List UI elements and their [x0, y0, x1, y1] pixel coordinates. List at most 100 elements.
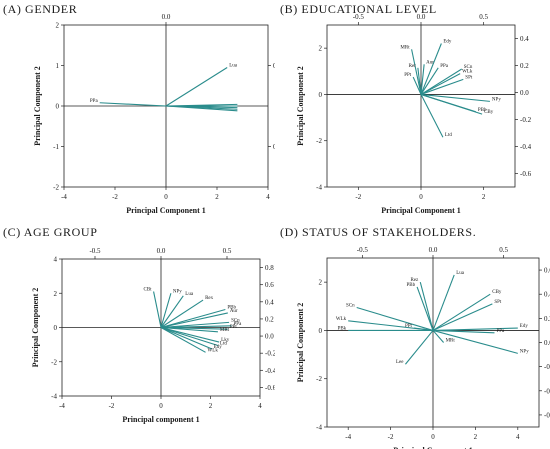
top-tick-label: 0.0 — [162, 13, 171, 21]
panel-gender: (A) GENDER -4 -2 0 2 4 -2 -1 0 1 2 0.0 0 0 Principal … — [0, 0, 275, 224]
top-tick-label: -0.5 — [89, 247, 101, 255]
loading-label: Lua — [229, 64, 238, 69]
top-tick-label: 0.0 — [417, 13, 426, 21]
x-tick-label: -4 — [59, 402, 65, 410]
loading-vector — [432, 327, 518, 331]
loading-label: SPt — [465, 75, 473, 80]
y-tick-label: -1 — [53, 143, 59, 151]
y-tick-label: 2 — [319, 45, 323, 53]
panel-educational-level: (B) EDUCATIONAL LEVEL -2 0 2 -4 -2 0 2 -0.5 0.0 0… — [275, 0, 550, 224]
loading-vector — [417, 67, 422, 95]
right-tick-label: 0.4 — [544, 291, 550, 299]
loading-label: Edy — [443, 40, 452, 45]
right-tick-label: -0.6 — [520, 170, 532, 178]
loading-vector — [419, 282, 434, 331]
x-tick-label: 0 — [419, 193, 423, 201]
loading-vector — [432, 329, 518, 354]
loading-label: WLk — [336, 317, 347, 322]
loading-label: Ltd — [220, 341, 227, 346]
right-tick-label: -0.4 — [520, 143, 532, 151]
right-tick-label: 0 — [273, 62, 275, 70]
y-tick-label: -4 — [316, 184, 322, 192]
y-tick-label: -4 — [51, 393, 57, 401]
loading-label: SCn — [464, 65, 473, 70]
right-tick-label: -0.2 — [520, 116, 532, 124]
loading-vector — [432, 329, 495, 334]
loading-vector — [160, 293, 172, 328]
x-tick-label: -2 — [112, 193, 118, 201]
x-tick-label: -2 — [388, 433, 394, 441]
loading-vector — [165, 67, 228, 107]
right-tick-label: -0.2 — [265, 350, 275, 358]
loading-label: WLk — [462, 70, 473, 75]
right-tick-label: -0.2 — [544, 363, 550, 371]
x-axis-label: Principal component 1 — [122, 415, 199, 424]
y-tick-label: 0 — [54, 324, 58, 332]
loading-vector — [420, 93, 483, 115]
loading-label: PPa — [440, 64, 449, 69]
loading-label: PPt — [230, 325, 238, 330]
loading-label: Aur — [230, 309, 238, 314]
loading-vector — [420, 73, 461, 95]
loading-vector — [160, 326, 212, 350]
right-tick-label: 0 — [273, 143, 275, 151]
loading-label: PPa — [234, 322, 243, 327]
loading-vector — [420, 43, 442, 95]
x-tick-label: 2 — [482, 193, 486, 201]
y-axis-label: Principal Component 2 — [33, 66, 42, 146]
loading-vector — [160, 325, 232, 329]
loading-vector — [160, 308, 226, 329]
loading-vector — [420, 78, 464, 95]
loading-vector — [432, 274, 455, 331]
y-tick-label: 1 — [56, 62, 60, 70]
loading-vector — [420, 93, 490, 102]
x-axis-label: Principal Component 1 — [393, 446, 473, 449]
panel-age-group: (C) AGE GROUP -4 -2 0 2 4 -4 -2 0 2 4 -0.5 0.0 0.5 0.… — [0, 224, 275, 449]
right-tick-label: 0.6 — [265, 281, 274, 289]
y-tick-label: 4 — [54, 256, 58, 264]
y-tick-label: -2 — [316, 137, 322, 145]
y-tick-label: -2 — [53, 184, 59, 192]
y-tick-label: 2 — [54, 290, 58, 298]
loading-label: Rex — [205, 296, 214, 301]
x-tick-label: -4 — [345, 433, 351, 441]
x-axis-label: Principal Component 1 — [126, 206, 206, 215]
right-tick-label: 0.0 — [520, 89, 529, 97]
loading-vector — [356, 306, 434, 331]
loading-vector — [420, 64, 425, 95]
loading-label: Lky — [221, 338, 230, 343]
loading-label: MRt — [446, 339, 456, 344]
x-tick-label: 4 — [516, 433, 520, 441]
loading-vector — [160, 299, 204, 328]
x-tick-label: -4 — [61, 193, 67, 201]
loading-label: SCn — [231, 318, 240, 323]
loading-vector — [412, 76, 422, 95]
biplot-status-of-stakeholders: -4 -2 0 2 4 -4 -2 0 2 -0.5 0.0 0.5 0.6 0.4 0.2 0.0 -0.2 -… — [296, 246, 550, 449]
loading-vector — [160, 326, 218, 333]
y-tick-label: -4 — [316, 424, 322, 432]
loading-vector — [160, 326, 228, 330]
x-tick-label: 4 — [266, 193, 270, 201]
loading-label: NPy — [520, 349, 529, 354]
right-tick-label: -0.6 — [265, 384, 275, 392]
right-tick-label: -0.4 — [544, 387, 550, 395]
top-tick-label: -0.5 — [353, 13, 365, 21]
y-axis-label: Principal Component 2 — [31, 288, 40, 368]
top-tick-label: 0.0 — [157, 247, 166, 255]
y-tick-label: 2 — [319, 279, 323, 287]
top-tick-label: -0.5 — [357, 246, 369, 254]
x-tick-label: 2 — [474, 433, 478, 441]
loading-label: Edy — [214, 345, 223, 350]
loading-label: WLk — [208, 348, 219, 353]
loading-vector — [420, 94, 444, 138]
y-tick-label: 0 — [56, 103, 60, 111]
loading-label: PPa — [90, 99, 99, 104]
loading-vector — [432, 293, 491, 331]
loading-label: CBy — [484, 110, 494, 115]
loading-vector — [411, 49, 422, 95]
loading-label: CBt — [144, 288, 153, 293]
right-tick-label: 0.2 — [544, 315, 550, 323]
panel-title: (D) STATUS OF STAKEHOLDERS. — [280, 225, 477, 239]
loading-vector — [432, 330, 445, 343]
